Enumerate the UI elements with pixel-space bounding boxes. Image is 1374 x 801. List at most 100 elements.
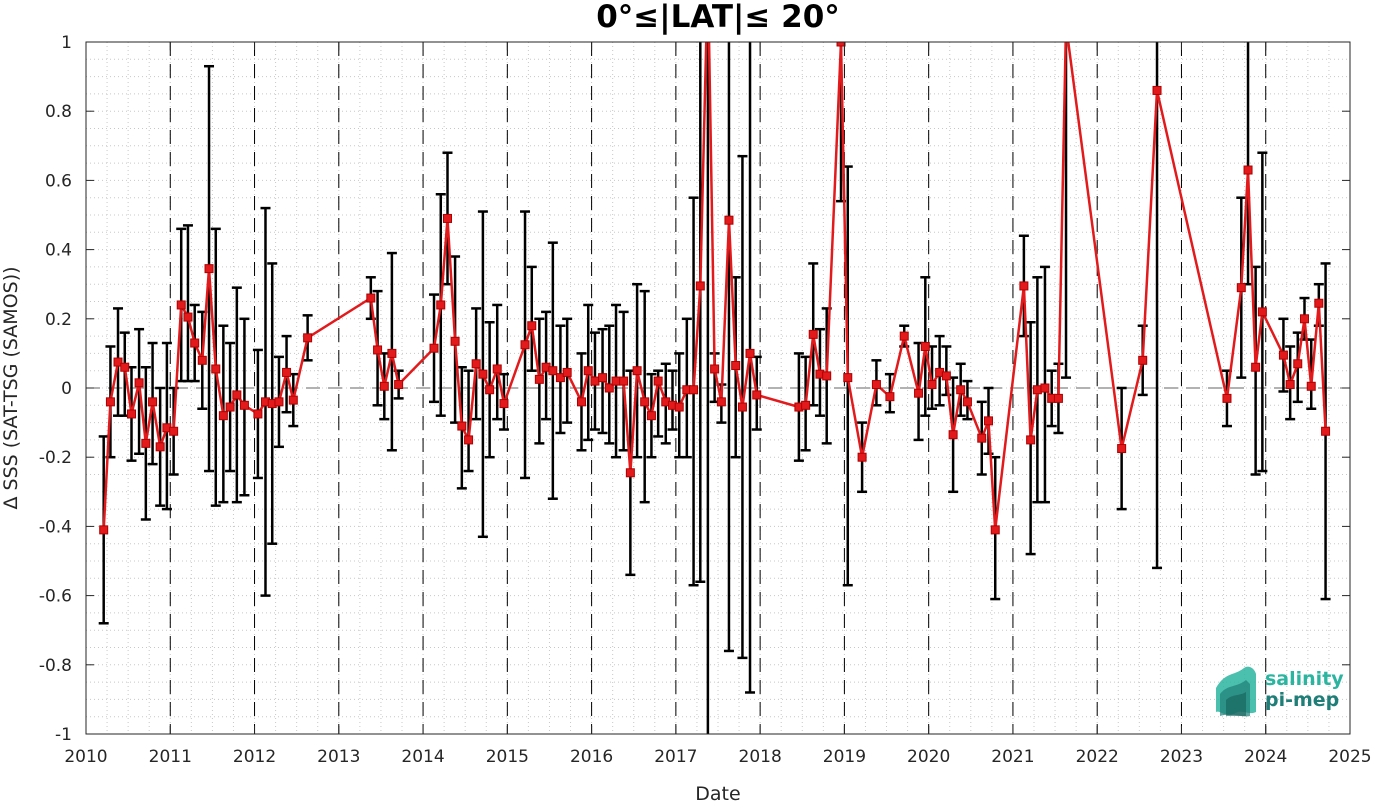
data-point-marker	[745, 348, 755, 358]
data-point-marker	[450, 336, 460, 346]
data-point-marker	[899, 331, 909, 341]
data-point-marker	[646, 411, 656, 421]
data-point-marker	[689, 385, 699, 395]
data-point-marker	[1117, 444, 1127, 454]
data-point-marker	[990, 525, 1000, 535]
data-point-marker	[303, 333, 313, 343]
data-point-marker	[127, 409, 137, 419]
data-point-marker	[555, 373, 565, 383]
data-point-marker	[604, 383, 614, 393]
data-point-marker	[808, 329, 818, 339]
data-point-marker	[724, 215, 734, 225]
data-point-marker	[253, 409, 263, 419]
y-tick-label: 0.2	[45, 310, 72, 330]
y-tick-label: 0	[61, 379, 72, 399]
data-point-marker	[134, 378, 144, 388]
data-point-marker	[674, 402, 684, 412]
data-point-marker	[576, 397, 586, 407]
x-tick-label: 2011	[149, 747, 192, 767]
data-point-marker	[457, 421, 467, 431]
data-point-marker	[836, 42, 846, 47]
data-point-marker	[1278, 350, 1288, 360]
data-point-marker	[625, 468, 635, 478]
data-point-marker	[190, 338, 200, 348]
y-tick-label: -0.2	[39, 448, 72, 468]
data-point-marker	[632, 366, 642, 376]
x-axis: 2010 2011 2012 2013 2014 2015 2016 2017 2018 2019…	[64, 42, 1372, 767]
x-tick-label: 2025	[1328, 747, 1371, 767]
data-point-marker	[1236, 283, 1246, 293]
y-tick-label: -0.4	[39, 517, 72, 537]
data-point-marker	[1138, 355, 1148, 365]
data-point-marker	[1251, 362, 1261, 372]
data-point-marker	[548, 366, 558, 376]
y-tick-label: 1	[61, 33, 72, 53]
data-point-marker	[492, 364, 502, 374]
y-axis-label: Δ SSS (SAT-TSG (SAMOS))	[0, 266, 22, 509]
data-point-marker	[1019, 281, 1029, 291]
logo-text-line2: pi-mep	[1265, 689, 1339, 711]
data-point-marker	[1314, 298, 1324, 308]
data-point-marker	[232, 390, 242, 400]
data-point-marker	[471, 359, 481, 369]
data-point-marker	[478, 369, 488, 379]
data-point-marker	[1053, 393, 1063, 403]
data-point-marker	[274, 397, 284, 407]
data-point-marker	[288, 395, 298, 405]
x-tick-label: 2020	[907, 747, 950, 767]
data-point-marker	[105, 397, 115, 407]
data-point-marker	[1222, 393, 1232, 403]
x-tick-label: 2022	[1076, 747, 1119, 767]
data-point-marker	[914, 388, 924, 398]
data-point-marker	[737, 402, 747, 412]
y-tick-label: 0.6	[45, 171, 72, 191]
data-point-marker	[710, 364, 720, 374]
data-point-marker	[695, 281, 705, 291]
data-point-marker	[1257, 307, 1267, 317]
data-point-marker	[1152, 85, 1162, 95]
data-point-marker	[983, 416, 993, 426]
series-markers	[99, 42, 1331, 535]
data-point-marker	[611, 376, 621, 386]
data-point-marker	[843, 373, 853, 383]
data-point-marker	[99, 525, 109, 535]
data-point-marker	[499, 399, 509, 409]
data-point-marker	[857, 452, 867, 462]
data-point-marker	[443, 213, 453, 223]
data-point-marker	[1026, 435, 1036, 445]
data-point-marker	[169, 426, 179, 436]
x-tick-label: 2012	[233, 747, 276, 767]
data-point-marker	[176, 300, 186, 310]
y-tick-label: 0.8	[45, 102, 72, 122]
data-point-marker	[379, 381, 389, 391]
data-point-marker	[218, 411, 228, 421]
data-point-marker	[619, 376, 629, 386]
data-point-marker	[1321, 426, 1331, 436]
data-point-marker	[1299, 314, 1309, 324]
data-point-marker	[731, 361, 741, 371]
data-point-marker	[948, 430, 958, 440]
data-point-marker	[155, 442, 165, 452]
x-tick-label: 2018	[739, 747, 782, 767]
data-point-marker	[956, 385, 966, 395]
data-point-marker	[885, 392, 895, 402]
data-point-marker	[941, 371, 951, 381]
data-point-marker	[752, 390, 762, 400]
data-point-marker	[716, 397, 726, 407]
x-axis-label: Date	[695, 783, 740, 801]
data-point-marker	[927, 380, 937, 390]
x-tick-label: 2013	[317, 747, 360, 767]
data-point-marker	[387, 348, 397, 358]
data-point-marker	[1306, 381, 1316, 391]
data-point-marker	[590, 376, 600, 386]
data-point-marker	[920, 341, 930, 351]
data-point-marker	[211, 364, 221, 374]
data-point-marker	[373, 345, 383, 355]
data-point-marker	[485, 385, 495, 395]
data-point-marker	[822, 371, 832, 381]
data-point-marker	[534, 374, 544, 384]
data-point-marker	[366, 293, 376, 303]
data-point-marker	[977, 433, 987, 443]
data-point-marker	[464, 435, 474, 445]
